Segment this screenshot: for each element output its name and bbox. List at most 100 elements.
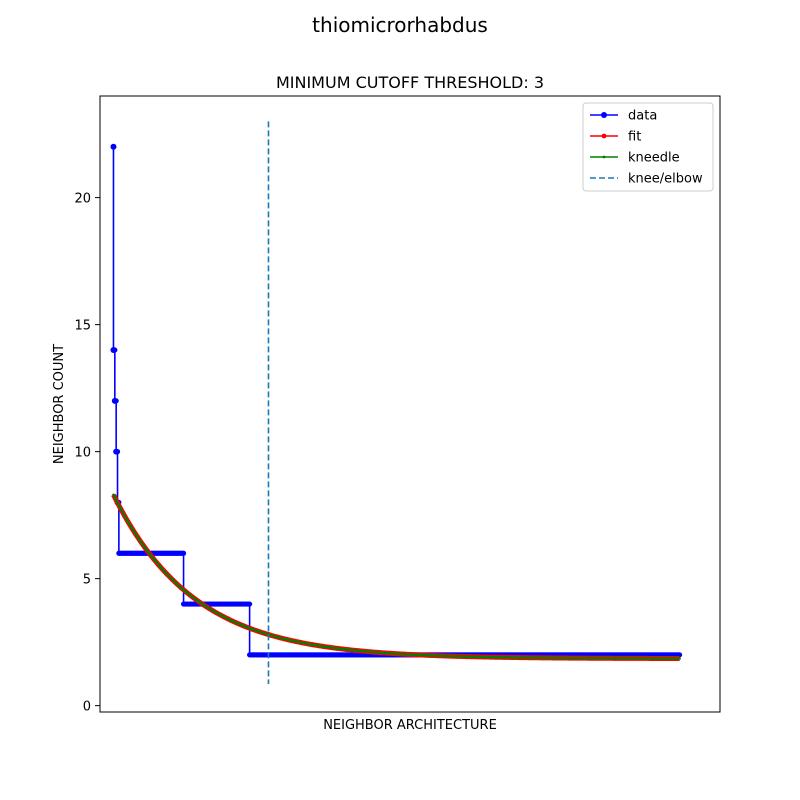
kneedle-point (659, 657, 662, 660)
kneedle-point (122, 513, 126, 517)
kneedle-point (449, 654, 452, 658)
kneedle-point (435, 654, 439, 657)
data-point (110, 347, 117, 354)
kneedle-point (238, 623, 242, 626)
kneedle-point (400, 652, 404, 656)
data-point (180, 550, 187, 556)
kneedle-point (524, 656, 528, 659)
kneedle-point (589, 656, 592, 660)
kneedle-point (166, 573, 169, 576)
legend-items: data fit kneedle knee/elbow (590, 109, 703, 187)
kneedle-point (260, 631, 264, 634)
y-tick-label-20: 20 (74, 192, 91, 207)
kneedle-point (546, 656, 549, 660)
kneedle-point (627, 657, 630, 660)
kneedle-point (257, 630, 261, 633)
figure-suptitle: thiomicrorhabdus (312, 13, 488, 37)
kneedle-point (241, 624, 245, 627)
y-axis: 0 5 10 15 20 (74, 192, 100, 715)
kneedle-point (592, 656, 595, 660)
kneedle-point (147, 551, 150, 554)
data-point (110, 143, 117, 150)
legend-entry-fit: fit (590, 130, 641, 145)
kneedle-point (645, 657, 649, 660)
kneedle-point (190, 595, 193, 598)
kneedle-point (586, 656, 590, 660)
kneedle-point (513, 656, 517, 659)
kneedle-point (656, 657, 660, 660)
kneedle-point (311, 643, 315, 647)
kneedle-point (600, 656, 603, 660)
kneedle-point (675, 657, 679, 660)
kneedle-point (581, 656, 584, 660)
kneedle-point (365, 650, 369, 653)
kneedle-point (284, 637, 288, 641)
kneedle-point (570, 656, 574, 660)
kneedle-point (678, 657, 681, 660)
kneedle-point (543, 656, 547, 660)
kneedle-point (279, 636, 282, 640)
kneedle-point (489, 655, 493, 659)
kneedle-point (470, 655, 474, 659)
kneedle-point (397, 652, 401, 656)
kneedle-point (225, 616, 228, 620)
kneedle-point (551, 656, 555, 660)
kneedle-point (632, 657, 636, 660)
kneedle-point (114, 498, 118, 502)
kneedle-point (381, 651, 385, 655)
y-axis-label: NEIGHBOR COUNT (52, 344, 67, 464)
kneedle-point (532, 656, 536, 660)
legend-label: kneedle (628, 151, 680, 166)
kneedle-point (220, 614, 223, 617)
kneedle-point (602, 656, 606, 660)
plot-frame (99, 95, 721, 713)
kneedle-point (476, 655, 479, 659)
kneedle-point (408, 653, 412, 656)
kneedle-point (618, 657, 622, 660)
kneedle-point (276, 635, 280, 639)
kneedle-point (424, 653, 428, 657)
kneedle-point (492, 655, 495, 659)
kneedle-point (112, 493, 115, 497)
kneedle-point (149, 554, 153, 558)
kneedle-point (486, 655, 490, 659)
kneedle-point (559, 656, 563, 660)
kneedle-point (494, 655, 498, 659)
kneedle-point (376, 651, 379, 654)
legend-marker (601, 112, 607, 118)
kneedle-point (252, 628, 255, 632)
kneedle-point (565, 656, 568, 660)
kneedle-point (629, 657, 633, 660)
kneedle-point (548, 656, 552, 660)
kneedle-point (357, 649, 361, 653)
kneedle-point (535, 656, 538, 660)
kneedle-point (174, 581, 177, 584)
kneedle-point (538, 656, 541, 660)
kneedle-point (171, 578, 175, 582)
kneedle-point (578, 656, 582, 660)
legend-label: data (628, 109, 657, 124)
kneedle-point (654, 657, 657, 660)
kneedle-point (300, 641, 304, 645)
kneedle-point (236, 621, 239, 625)
kneedle-point (484, 655, 487, 659)
kneedle-point (451, 654, 455, 658)
kneedle-point (120, 509, 123, 512)
legend-entry-data: data (590, 109, 657, 124)
kneedle-point (540, 656, 544, 660)
x-axis-label: NEIGHBOR ARCHITECTURE (323, 718, 497, 733)
kneedle-point (481, 655, 485, 659)
kneedle-point (352, 648, 355, 652)
kneedle-point (354, 649, 358, 652)
kneedle-point (416, 653, 420, 657)
kneedle-point (160, 567, 164, 571)
kneedle-point (556, 656, 560, 660)
kneedle-point (508, 656, 512, 659)
kneedle-point (575, 656, 579, 660)
kneedle-point (527, 656, 530, 659)
kneedle-point (233, 620, 237, 624)
kneedle-point (295, 640, 299, 643)
kneedle-point (373, 650, 377, 654)
kneedle-point (411, 653, 414, 656)
kneedle-point (643, 657, 646, 660)
